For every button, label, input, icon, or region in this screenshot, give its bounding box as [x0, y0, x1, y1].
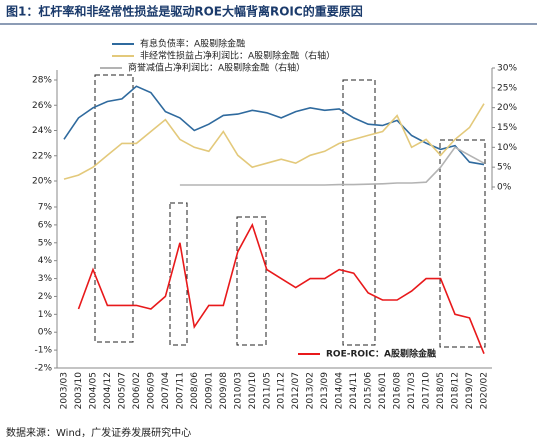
y-tick-label: 7%: [38, 203, 53, 213]
highlight-box: [342, 79, 376, 346]
legend-label: 商誉减值占净利润比：A股剔除金融（右轴）: [128, 62, 305, 74]
legend-label: 非经常性损益占净利润比：A股剔除金融（右轴）: [140, 50, 335, 62]
x-tick-label: 2013/09: [320, 372, 330, 410]
x-tick-label: 2011/05: [262, 372, 272, 409]
y-tick-label: 20%: [32, 177, 52, 187]
x-tick-label: 2012/07: [291, 372, 301, 409]
x-tick-label: 2004/05: [88, 372, 98, 409]
x-tick-label: 2017/03: [407, 372, 417, 409]
y-tick-label: 0%: [38, 328, 53, 338]
x-tick-label: 2003/10: [74, 372, 84, 410]
x-tick-label: 2016/01: [378, 372, 388, 409]
highlight-box: [169, 202, 188, 346]
y-tick-label: 4%: [38, 256, 53, 266]
chart-title: 图1：杠杆率和非经常性损益是驱动ROE大幅背离ROIC的重要原因: [6, 4, 363, 19]
x-tick-label: 2014/04: [335, 372, 345, 410]
x-tick-label: 2008/06: [190, 372, 200, 410]
y-tick-label: 25%: [497, 83, 517, 93]
y-tick-label: 15%: [497, 123, 517, 133]
x-tick-label: 2019/07: [465, 372, 475, 409]
series-line: [77, 222, 485, 355]
legend-label: ROE-ROIC：A股剔除金融: [326, 348, 436, 360]
y-tick-label: 22%: [32, 151, 52, 161]
y-tick-label: 3%: [38, 274, 53, 284]
x-tick-label: 2004/12: [103, 372, 113, 409]
y-tick-label: 1%: [38, 310, 53, 320]
y-tick-label: -2%: [34, 364, 52, 374]
x-tick-label: 2017/10: [422, 372, 432, 410]
x-tick-label: 2007/11: [175, 372, 185, 409]
series-line: [63, 103, 485, 180]
y-tick-label: -1%: [34, 346, 52, 356]
x-tick-label: 2006/09: [146, 372, 156, 410]
x-tick-label: 2010/03: [233, 372, 243, 409]
highlight-box: [94, 74, 134, 343]
y-tick-label: 5%: [497, 163, 512, 173]
x-tick-label: 2016/08: [393, 372, 403, 410]
x-tick-label: 2014/11: [349, 372, 359, 409]
x-tick-label: 2010/10: [248, 372, 258, 410]
x-tick-label: 2009/08: [219, 372, 229, 410]
series-line: [179, 146, 485, 186]
y-tick-label: 0%: [497, 183, 512, 193]
x-tick-label: 2018/12: [451, 372, 461, 409]
x-tick-label: 2003/03: [60, 372, 70, 409]
y-tick-label: 10%: [497, 143, 517, 153]
x-tick-label: 2013/02: [306, 372, 316, 409]
y-tick-label: 20%: [497, 103, 517, 113]
x-tick-label: 2020/02: [480, 372, 490, 409]
y-tick-label: 24%: [32, 126, 52, 136]
y-tick-label: 28%: [32, 76, 52, 86]
highlight-box: [439, 139, 486, 348]
y-tick-label: 30%: [497, 64, 517, 74]
x-tick-label: 2007/04: [161, 372, 171, 410]
source: 数据来源：Wind，广发证券发展研究中心: [6, 426, 191, 439]
y-tick-label: 5%: [38, 238, 53, 248]
x-tick-label: 2009/01: [204, 372, 214, 409]
legend-label: 有息负债率：A股剔除金融: [140, 38, 245, 50]
x-tick-label: 2015/06: [364, 372, 374, 410]
series-line: [63, 85, 485, 166]
y-tick-label: 6%: [38, 220, 53, 230]
x-tick-label: 2005/07: [117, 372, 127, 409]
x-tick-label: 2011/12: [277, 372, 287, 409]
x-tick-label: 2006/02: [132, 372, 142, 409]
y-tick-label: 2%: [38, 292, 53, 302]
y-tick-label: 26%: [32, 101, 52, 111]
highlight-box: [236, 216, 267, 346]
x-tick-label: 2018/05: [436, 372, 446, 409]
